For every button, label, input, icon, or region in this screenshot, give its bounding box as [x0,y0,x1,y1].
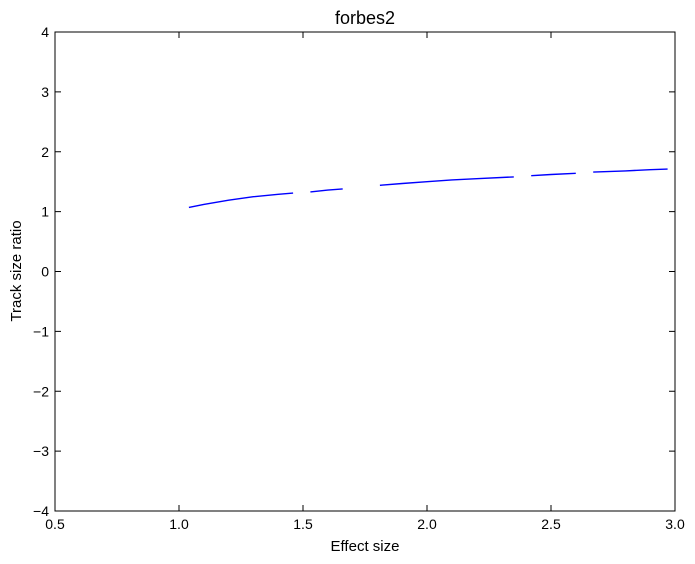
y-tick-label: 4 [41,24,49,40]
x-tick-label: 2.0 [417,516,437,532]
x-axis-label: Effect size [331,538,400,555]
series-line-segment [379,176,514,186]
series-line-segment [531,172,576,177]
plot-frame [54,31,676,512]
y-tick-label: 0 [41,264,49,280]
y-tick-label: −3 [33,443,49,459]
series-line-segment [593,168,668,173]
x-tick-label: 2.5 [541,516,561,532]
y-tick-label: −1 [33,323,49,339]
y-axis-label: Track size ratio [8,220,25,321]
y-tick-label: −4 [33,503,49,519]
chart-title: forbes2 [335,8,395,28]
series-line-segment [310,188,343,193]
x-axis-ticks: 0.5 1.0 1.5 2.0 2.5 3.0 [45,32,685,532]
y-tick-label: 3 [41,84,49,100]
x-tick-label: 1.0 [169,516,189,532]
x-tick-label: 1.5 [293,516,313,532]
series-line-segment [188,192,294,209]
y-tick-label: −2 [33,383,49,399]
y-tick-label: 1 [41,204,49,220]
y-axis-ticks: 4 3 2 1 0 −1 −2 −3 −4 [33,24,675,519]
y-tick-label: 2 [41,144,49,160]
x-tick-label: 0.5 [45,516,65,532]
series-group [188,168,668,209]
x-tick-label: 3.0 [665,516,685,532]
